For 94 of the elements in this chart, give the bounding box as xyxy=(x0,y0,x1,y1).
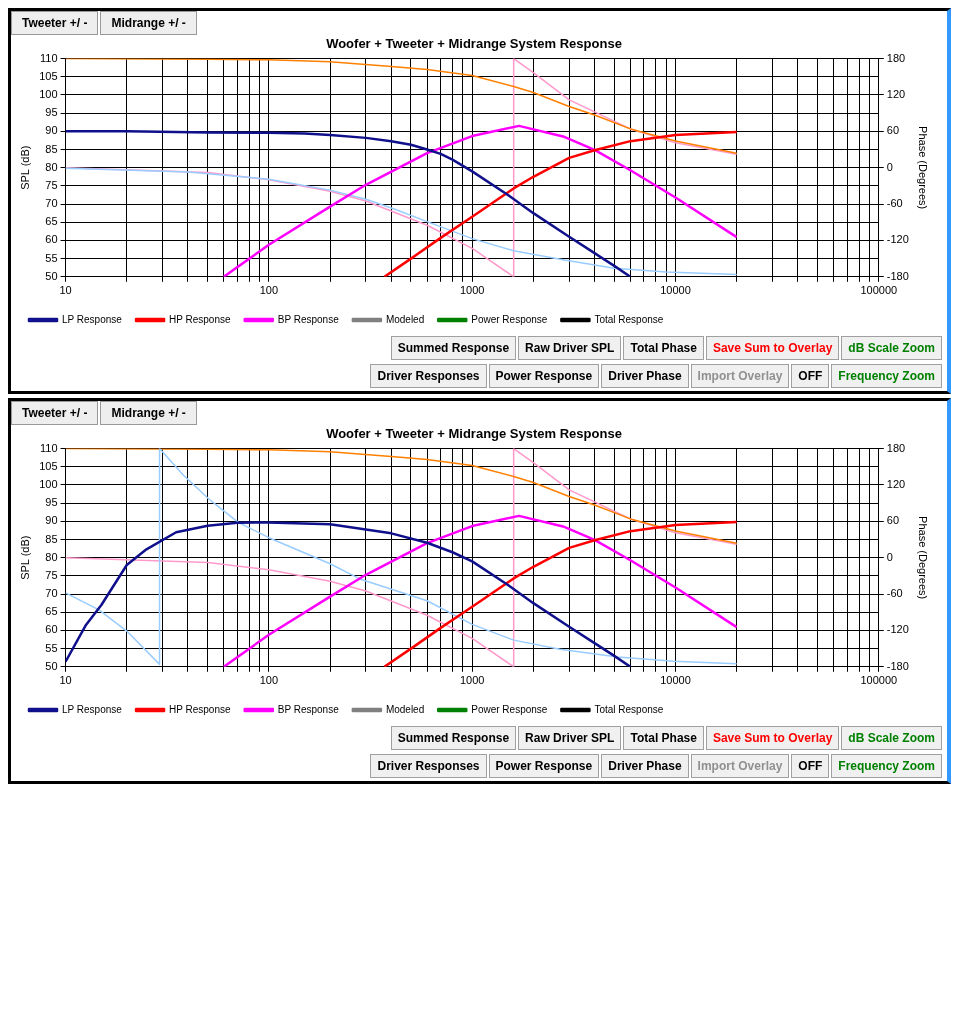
y-tick-label: 100 xyxy=(39,88,58,100)
y2-tick-label: -120 xyxy=(886,233,909,246)
x-tick-label: 100000 xyxy=(860,674,898,687)
y2-tick-label: 0 xyxy=(886,550,893,563)
y-tick-label: 90 xyxy=(45,514,58,527)
text: Frequency Zoom xyxy=(831,364,942,388)
text: Driver Phase xyxy=(601,364,689,388)
text: Raw Driver SPL xyxy=(518,336,622,360)
text: Summed Response xyxy=(390,336,517,360)
text: Tweeter +/ - xyxy=(11,11,99,35)
y2-axis-title: Phase (Degrees) xyxy=(917,126,930,210)
legend-label: HP Response xyxy=(169,703,231,715)
y-tick-label: 85 xyxy=(45,142,58,155)
y-tick-label: 55 xyxy=(45,251,58,264)
text: Save Sum to Overlay xyxy=(705,336,840,360)
y-tick-label: 70 xyxy=(45,587,58,600)
y-tick-label: 110 xyxy=(40,51,58,64)
text: Power Response xyxy=(488,754,600,778)
y-tick-label: 85 xyxy=(45,532,58,545)
chart-title: Woofer + Tweeter + Midrange System Response xyxy=(326,36,622,52)
text: Import Overlay xyxy=(690,364,790,388)
y-tick-label: 60 xyxy=(45,233,58,246)
text: Midrange +/ - xyxy=(100,11,197,35)
y2-tick-label: 180 xyxy=(886,51,906,64)
y-tick-label: 95 xyxy=(45,496,58,509)
y-tick-label: 65 xyxy=(45,605,58,618)
y-tick-label: 95 xyxy=(45,106,58,119)
legend-label: LP Response xyxy=(62,703,123,715)
x-tick-label: 100 xyxy=(259,674,279,687)
y2-tick-label: -60 xyxy=(886,197,903,210)
legend-label: Modeled xyxy=(385,313,425,325)
y-tick-label: 50 xyxy=(45,659,58,672)
x-tick-label: 10 xyxy=(59,674,72,687)
chart-title: Woofer + Tweeter + Midrange System Response xyxy=(326,426,622,442)
text: Driver Phase xyxy=(601,754,689,778)
y-axis-title: SPL (dB) xyxy=(18,145,31,190)
text: Power Response xyxy=(488,364,600,388)
text: dB Scale Zoom xyxy=(841,336,942,360)
y-tick-label: 110 xyxy=(40,441,58,454)
y-tick-label: 65 xyxy=(45,215,58,228)
y2-tick-label: -180 xyxy=(886,269,909,282)
legend-label: HP Response xyxy=(169,313,231,325)
legend-label: Total Response xyxy=(594,703,664,715)
x-tick-label: 100000 xyxy=(860,284,898,297)
legend-label: Power Response xyxy=(471,703,548,715)
x-tick-label: 100 xyxy=(259,284,279,297)
x-tick-label: 1000 xyxy=(459,674,485,687)
text: Raw Driver SPL xyxy=(518,726,622,750)
legend-label: BP Response xyxy=(277,313,340,325)
x-tick-label: 10 xyxy=(59,284,72,297)
y2-tick-label: 180 xyxy=(886,441,906,454)
text: dB Scale Zoom xyxy=(841,726,942,750)
y-tick-label: 70 xyxy=(45,197,58,210)
y2-tick-label: 60 xyxy=(886,514,900,527)
text: Tweeter +/ - xyxy=(11,401,99,425)
y-tick-label: 100 xyxy=(39,478,58,490)
text: Driver Responses xyxy=(370,754,487,778)
legend-label: LP Response xyxy=(62,313,123,325)
text: Save Sum to Overlay xyxy=(705,726,840,750)
y-tick-label: 80 xyxy=(45,550,58,563)
y-tick-label: 105 xyxy=(39,69,58,82)
y2-tick-label: -120 xyxy=(886,623,909,636)
text: Import Overlay xyxy=(690,754,790,778)
x-tick-label: 10000 xyxy=(660,284,691,297)
y2-tick-label: 120 xyxy=(886,478,906,490)
y2-tick-label: -180 xyxy=(886,659,909,672)
legend-label: BP Response xyxy=(277,703,340,715)
y-tick-label: 75 xyxy=(45,568,58,581)
text: Midrange +/ - xyxy=(100,401,197,425)
legend-label: Total Response xyxy=(594,313,664,325)
y-tick-label: 105 xyxy=(39,459,58,472)
y2-axis-title: Phase (Degrees) xyxy=(917,516,930,600)
y-tick-label: 60 xyxy=(45,623,58,636)
text: OFF xyxy=(791,364,830,388)
y-tick-label: 75 xyxy=(45,178,58,191)
text: Total Phase xyxy=(623,336,704,360)
legend-label: Power Response xyxy=(471,313,548,325)
y2-tick-label: 120 xyxy=(886,88,906,100)
y2-tick-label: -60 xyxy=(886,587,903,600)
y-tick-label: 80 xyxy=(45,160,58,173)
text: Summed Response xyxy=(390,726,517,750)
text: Total Phase xyxy=(623,726,704,750)
y-tick-label: 50 xyxy=(45,269,58,282)
y-tick-label: 90 xyxy=(45,124,58,137)
y-axis-title: SPL (dB) xyxy=(18,535,31,580)
text: Driver Responses xyxy=(370,364,487,388)
y-tick-label: 55 xyxy=(45,641,58,654)
x-tick-label: 10000 xyxy=(660,674,691,687)
y2-tick-label: 60 xyxy=(886,124,900,137)
x-tick-label: 1000 xyxy=(459,284,485,297)
text: OFF xyxy=(791,754,830,778)
y2-tick-label: 0 xyxy=(886,160,893,173)
legend-label: Modeled xyxy=(385,703,425,715)
text: Frequency Zoom xyxy=(831,754,942,778)
